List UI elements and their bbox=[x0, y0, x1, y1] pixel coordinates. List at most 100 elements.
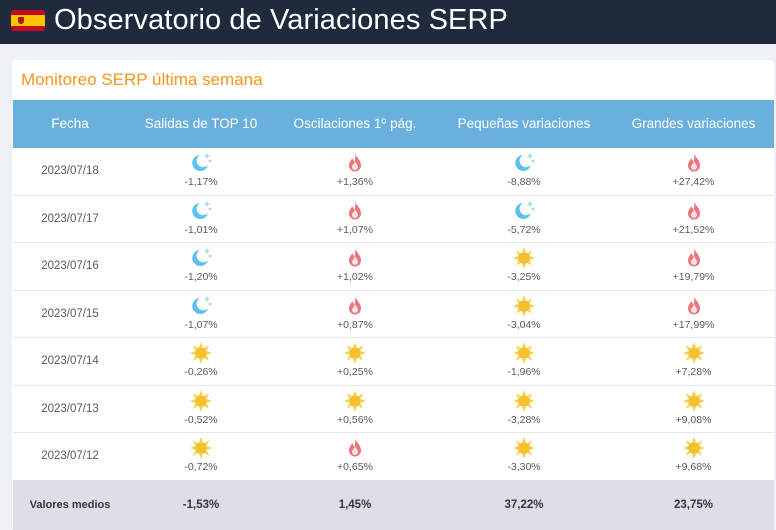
metric-cell: +1,07% bbox=[275, 200, 435, 240]
spain-flag-icon bbox=[11, 10, 45, 31]
sun-icon bbox=[613, 437, 774, 459]
metric-value: +9,68% bbox=[675, 461, 712, 473]
metric-cell: -5,72% bbox=[435, 200, 613, 240]
moon-icon bbox=[127, 295, 275, 317]
metric-value: -3,04% bbox=[507, 318, 541, 331]
metric-cell: +0,25% bbox=[275, 342, 435, 382]
flame-icon bbox=[275, 437, 435, 459]
metric-cell: -1,01% bbox=[127, 200, 275, 240]
table-row: 2023/07/18 -1,17% +1,36% -8,88% +27,42% bbox=[13, 148, 774, 196]
metric-value: +27,42% bbox=[672, 176, 715, 188]
table-row: 2023/07/17 -1,01% +1,07% -5,72% +21,52% bbox=[13, 196, 774, 243]
flame-icon bbox=[613, 200, 774, 222]
metric-cell: -0,52% bbox=[127, 389, 275, 430]
flame-icon bbox=[613, 295, 774, 317]
metric-value: -0,52% bbox=[184, 413, 218, 426]
metric-value: -0,72% bbox=[184, 461, 218, 473]
row-date: 2023/07/12 bbox=[41, 450, 99, 462]
flame-icon bbox=[275, 247, 435, 269]
metric-cell: -3,04% bbox=[435, 294, 613, 335]
metric-value: -3,25% bbox=[507, 271, 541, 283]
moon-icon bbox=[435, 152, 613, 174]
table-footer: Valores medios -1,53% 1,45% 37,22% 23,75… bbox=[13, 480, 774, 530]
average-value: 23,75% bbox=[673, 499, 713, 511]
app-header: Observatorio de Variaciones SERP bbox=[0, 0, 776, 44]
metric-cell: +1,02% bbox=[275, 247, 435, 287]
card-title: Monitoreo SERP última semana bbox=[21, 70, 263, 89]
moon-icon bbox=[127, 200, 275, 222]
metric-cell: +9,68% bbox=[613, 437, 774, 477]
moon-icon bbox=[127, 152, 275, 174]
metric-value: +1,02% bbox=[337, 271, 373, 283]
metric-value: +19,79% bbox=[672, 271, 715, 283]
serp-monitor-card: Monitoreo SERP última semana Fecha Salid… bbox=[12, 60, 774, 530]
metric-cell: -3,30% bbox=[435, 437, 613, 477]
metric-value: -3,30% bbox=[507, 461, 541, 473]
metric-value: +7,28% bbox=[675, 366, 712, 378]
column-header-first-page-oscillations: Oscilaciones 1º pág. bbox=[293, 116, 417, 131]
metric-value: -8,88% bbox=[507, 176, 541, 188]
flame-icon bbox=[275, 295, 435, 317]
metric-value: +1,07% bbox=[337, 223, 373, 236]
metric-cell: +0,56% bbox=[275, 389, 435, 430]
metric-cell: +0,65% bbox=[275, 437, 435, 477]
metric-value: +21,52% bbox=[672, 223, 715, 236]
averages-label: Valores medios bbox=[29, 499, 111, 511]
column-header-large-variations: Grandes variaciones bbox=[631, 116, 756, 131]
sun-icon bbox=[127, 437, 275, 459]
metric-cell: -1,17% bbox=[127, 152, 275, 192]
row-date: 2023/07/15 bbox=[41, 307, 99, 320]
table-body: 2023/07/18 -1,17% +1,36% -8,88% +27,42% 2023/… bbox=[13, 148, 774, 481]
metric-value: -5,72% bbox=[507, 223, 541, 236]
metric-cell: +19,79% bbox=[613, 247, 774, 287]
metric-value: -1,07% bbox=[184, 318, 218, 331]
metric-value: -1,96% bbox=[507, 366, 541, 378]
sun-icon bbox=[435, 389, 613, 412]
flame-icon bbox=[275, 152, 435, 174]
metric-value: +17,99% bbox=[672, 318, 715, 331]
flame-icon bbox=[613, 152, 774, 174]
metric-value: +9,08% bbox=[675, 413, 712, 426]
metric-cell: -1,07% bbox=[127, 295, 275, 335]
metric-cell: -0,72% bbox=[127, 437, 275, 477]
table-row: 2023/07/15 -1,07% +0,87% -3,04% +17,99% bbox=[13, 291, 774, 338]
metric-cell: +7,28% bbox=[613, 342, 774, 382]
row-date: 2023/07/13 bbox=[41, 402, 99, 415]
sun-icon bbox=[435, 437, 613, 459]
sun-icon bbox=[127, 389, 275, 412]
metric-value: -1,01% bbox=[184, 223, 218, 236]
sun-icon bbox=[127, 342, 275, 364]
sun-icon bbox=[435, 247, 613, 269]
average-value: -1,53% bbox=[182, 499, 220, 511]
row-date: 2023/07/17 bbox=[41, 212, 99, 225]
metric-cell: -3,28% bbox=[435, 389, 613, 430]
metric-value: +0,56% bbox=[337, 413, 373, 426]
metric-value: -1,20% bbox=[184, 271, 218, 283]
column-header-date: Fecha bbox=[51, 116, 89, 131]
sun-icon bbox=[435, 294, 613, 317]
column-header-top10-exits: Salidas de TOP 10 bbox=[144, 116, 258, 131]
metric-cell: +17,99% bbox=[613, 295, 774, 335]
metric-cell: -8,88% bbox=[435, 152, 613, 192]
metric-value: +0,25% bbox=[337, 366, 373, 378]
sun-icon bbox=[613, 389, 774, 412]
average-value: 1,45% bbox=[338, 499, 372, 511]
metric-cell: -0,26% bbox=[127, 342, 275, 382]
metric-value: +0,87% bbox=[337, 318, 373, 331]
row-date: 2023/07/14 bbox=[41, 355, 99, 367]
metric-cell: +27,42% bbox=[613, 152, 774, 192]
metric-cell: -3,25% bbox=[435, 247, 613, 287]
metric-cell: -1,20% bbox=[127, 247, 275, 287]
sun-icon bbox=[275, 342, 435, 364]
table-row: 2023/07/16 -1,20% +1,02% -3,25% +19,79% bbox=[13, 243, 774, 291]
metric-cell: +9,08% bbox=[613, 389, 774, 430]
moon-icon bbox=[127, 247, 275, 269]
metric-cell: +0,87% bbox=[275, 295, 435, 335]
average-value: 37,22% bbox=[504, 499, 544, 511]
flame-icon bbox=[275, 200, 435, 222]
table-row: 2023/07/14 -0,26% +0,25% -1,96% +7,28% bbox=[13, 338, 774, 386]
moon-icon bbox=[435, 200, 613, 222]
metric-value: +0,65% bbox=[337, 461, 373, 473]
column-header-small-variations: Pequeñas variaciones bbox=[457, 116, 591, 131]
sun-icon bbox=[275, 389, 435, 412]
